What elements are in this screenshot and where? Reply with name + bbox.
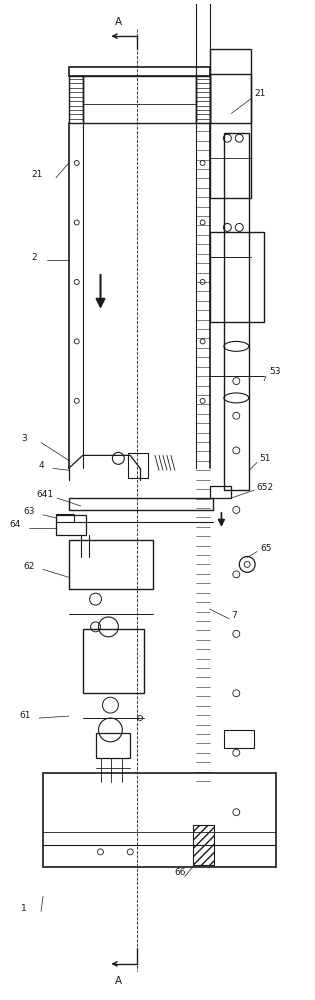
Text: 641: 641 [36,490,53,499]
Text: 65: 65 [260,544,272,553]
Text: 61: 61 [19,711,31,720]
Bar [193,825,215,865]
Text: 51: 51 [259,454,271,463]
Text: 53: 53 [269,367,281,376]
Bar [69,498,213,510]
Text: 21: 21 [31,170,43,179]
Bar [209,486,231,498]
Text: 62: 62 [23,562,35,571]
Text: 21: 21 [254,89,266,98]
Bar [95,733,130,758]
Bar [69,67,209,76]
Bar [224,133,249,490]
Text: 63: 63 [23,507,35,516]
Bar [69,540,153,589]
Bar [56,515,86,535]
Text: A: A [115,17,122,27]
Bar [209,232,264,322]
Bar [43,773,276,867]
Bar [196,76,209,123]
Bar [224,730,254,748]
Text: 7: 7 [231,611,237,620]
Text: 2: 2 [31,253,37,262]
Bar [56,514,74,522]
Bar [128,453,148,478]
Bar [69,76,83,123]
Bar [196,0,209,123]
Bar [83,629,144,693]
Bar [209,74,251,198]
Bar [193,825,215,865]
Text: A: A [115,976,122,986]
Bar [83,76,196,123]
Bar [209,49,251,123]
Text: 1: 1 [21,904,27,913]
Text: 64: 64 [9,520,21,529]
Text: 66: 66 [175,868,186,877]
Text: 4: 4 [39,461,45,470]
Text: 652: 652 [256,483,273,492]
Text: 3: 3 [21,434,27,443]
